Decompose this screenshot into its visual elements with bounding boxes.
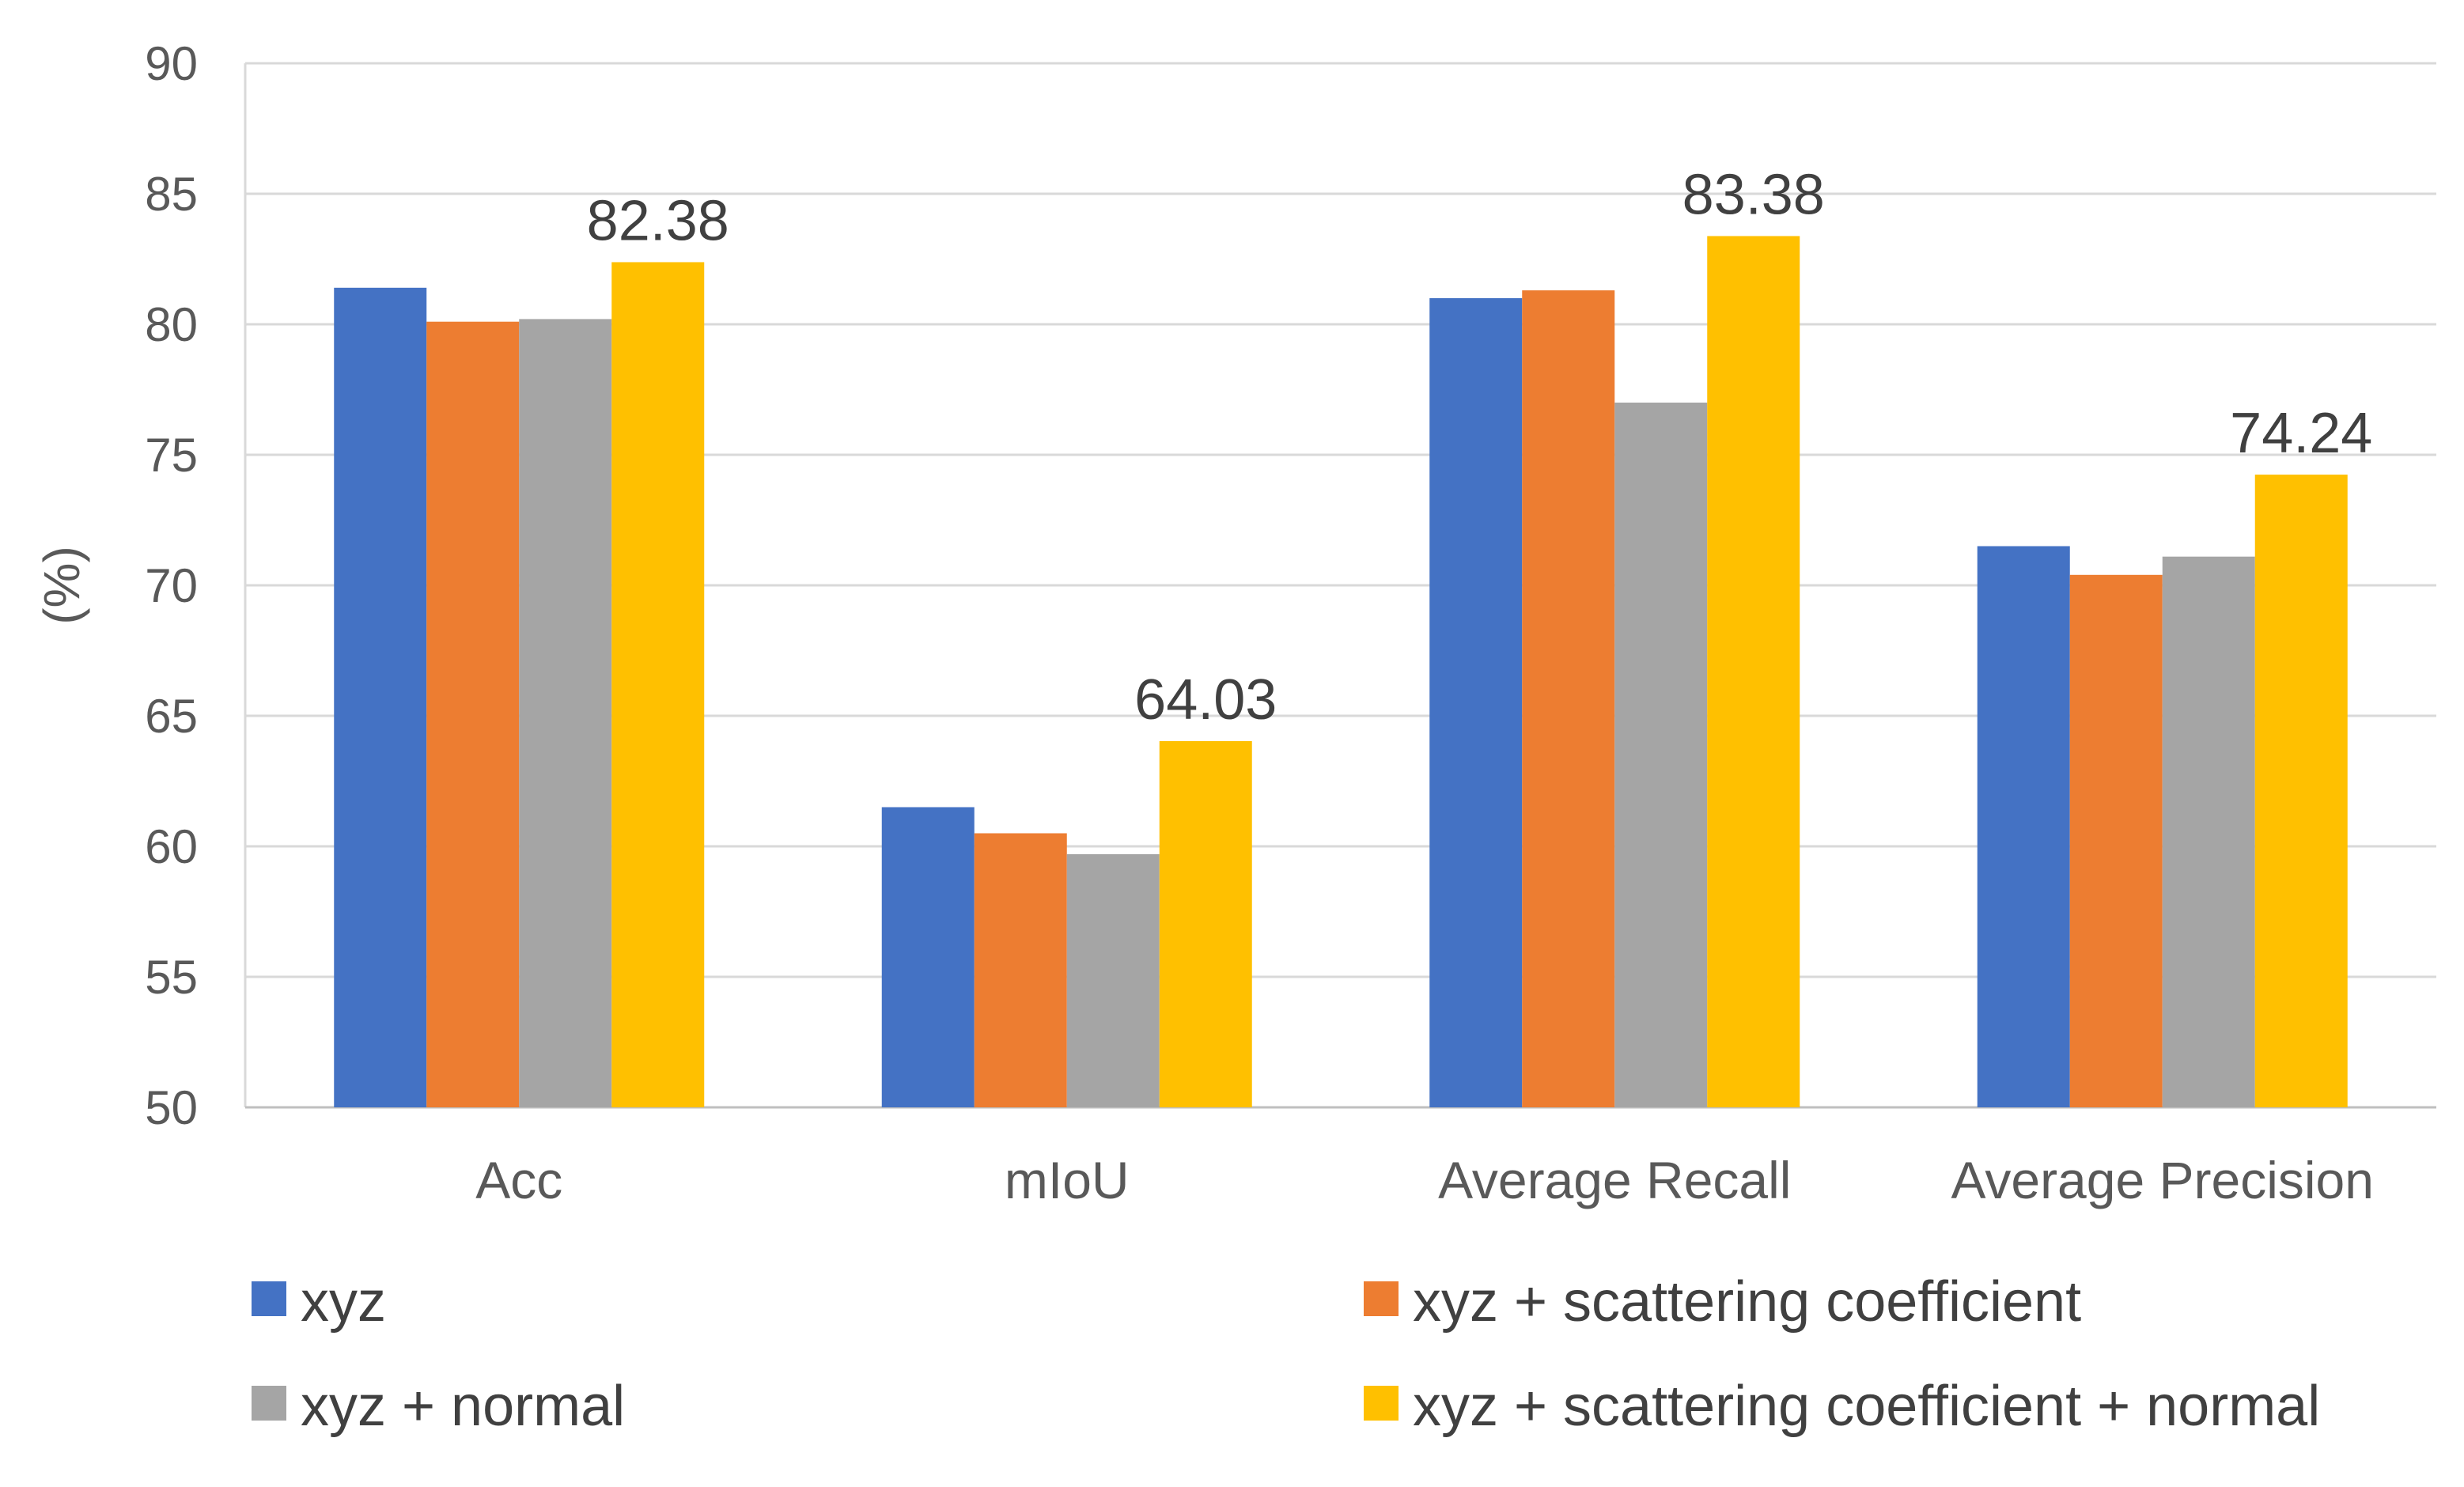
y-tick-label: 65 [145, 690, 198, 743]
legend: xyz xyz + scattering coefficient xyz + nor… [252, 1270, 2320, 1438]
bar-average-recall-series-4 [1707, 236, 1800, 1108]
bar-miou-series-4 [1159, 741, 1252, 1107]
y-axis-title: (%) [33, 546, 90, 625]
legend-swatch [252, 1386, 286, 1421]
legend-swatch [1364, 1281, 1399, 1316]
data-label: 64.03 [1134, 668, 1277, 732]
y-tick-label: 90 [145, 37, 198, 90]
bar-acc-series-2 [426, 321, 520, 1107]
bar-acc-series-3 [519, 319, 612, 1107]
legend-swatch [252, 1281, 286, 1316]
bar-average-recall-series-1 [1429, 298, 1523, 1107]
bar-average-precision-series-4 [2254, 475, 2348, 1107]
bar-average-recall-series-2 [1522, 290, 1615, 1108]
labels: Acc mIoU Average Recall Average Precision 82… [475, 163, 2374, 1209]
bar-average-precision-series-2 [2069, 574, 2163, 1107]
bar-acc-series-4 [611, 262, 705, 1108]
y-tick-label: 85 [145, 168, 198, 221]
legend-label: xyz + normal [301, 1375, 625, 1438]
bar-average-precision-series-1 [1977, 546, 2070, 1107]
legend-label: xyz + scattering coefficient [1413, 1270, 2081, 1334]
x-category-label: mIoU [1005, 1151, 1130, 1209]
y-tick-label: 70 [145, 559, 198, 612]
x-category-label: Average Precision [1951, 1151, 2374, 1209]
y-tick-label: 50 [145, 1081, 198, 1134]
legend-label: xyz [301, 1270, 386, 1334]
y-tick-label: 80 [145, 298, 198, 351]
axes: 50 55 60 65 70 75 80 85 90 (%) [33, 37, 2436, 1134]
y-tick-label: 60 [145, 820, 198, 873]
data-label: 74.24 [2230, 402, 2372, 465]
bar-miou-series-2 [974, 833, 1067, 1107]
y-tick-label: 75 [145, 429, 198, 482]
bars [334, 236, 2348, 1108]
bar-acc-series-1 [334, 287, 427, 1107]
legend-label: xyz + scattering coefficient + normal [1413, 1375, 2320, 1438]
data-label: 82.38 [587, 189, 729, 252]
data-label: 83.38 [1682, 163, 1825, 226]
x-category-label: Acc [475, 1151, 562, 1209]
x-category-label: Average Recall [1438, 1151, 1791, 1209]
bar-average-precision-series-3 [2162, 556, 2255, 1107]
y-tick-label: 55 [145, 951, 198, 1004]
legend-swatch [1364, 1386, 1399, 1421]
bar-miou-series-3 [1066, 853, 1160, 1107]
bar-average-recall-series-3 [1614, 403, 1708, 1107]
bar-miou-series-1 [881, 807, 975, 1107]
